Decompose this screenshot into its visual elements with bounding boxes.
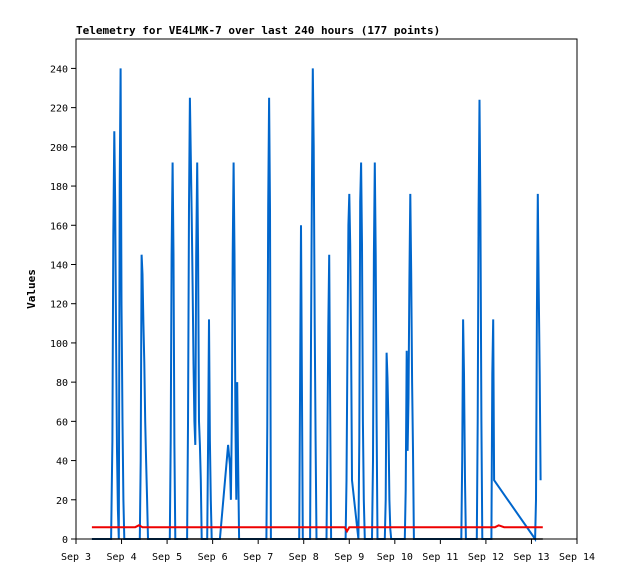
y-tick-label: 180 [50, 182, 68, 193]
y-tick-label: 80 [56, 378, 68, 389]
x-tick-label: Sep 4 [106, 552, 136, 563]
y-tick-label: 20 [56, 496, 68, 507]
y-tick-label: 0 [62, 535, 68, 546]
x-tick-label: Sep 5 [152, 552, 182, 563]
y-tick-label: 160 [50, 221, 68, 232]
x-axis: Sep 3 Sep 4 Sep 5 Sep 6 Sep 7 Sep 8 Sep 9 Sep 1… [61, 539, 595, 563]
series-line-1 [91, 524, 543, 534]
series-layer [91, 68, 543, 543]
x-tick-label: Sep 12 [468, 552, 504, 563]
series-line-0 [91, 68, 542, 543]
x-tick-label: Sep 3 [61, 552, 91, 563]
y-axis: 0 20 40 60 80 100 120 140 160 180 200 220 240 [50, 64, 76, 546]
x-tick-label: Sep 14 [559, 552, 595, 563]
x-tick-label: Sep 6 [198, 552, 228, 563]
y-tick-label: 240 [50, 64, 68, 75]
x-tick-label: Sep 9 [334, 552, 364, 563]
y-tick-label: 60 [56, 417, 68, 428]
y-tick-label: 120 [50, 300, 68, 311]
y-tick-label: 140 [50, 260, 68, 271]
x-tick-label: Sep 8 [289, 552, 319, 563]
y-axis-label: Values [25, 269, 38, 309]
y-tick-label: 40 [56, 457, 68, 468]
x-tick-label: Sep 10 [377, 552, 413, 563]
x-tick-label: Sep 13 [513, 552, 549, 563]
y-tick-label: 200 [50, 143, 68, 154]
x-tick-label: Sep 7 [243, 552, 273, 563]
chart-title: Telemetry for VE4LMK-7 over last 240 hou… [76, 24, 440, 37]
y-tick-label: 100 [50, 339, 68, 350]
y-tick-label: 220 [50, 104, 68, 115]
x-tick-label: Sep 11 [422, 552, 458, 563]
